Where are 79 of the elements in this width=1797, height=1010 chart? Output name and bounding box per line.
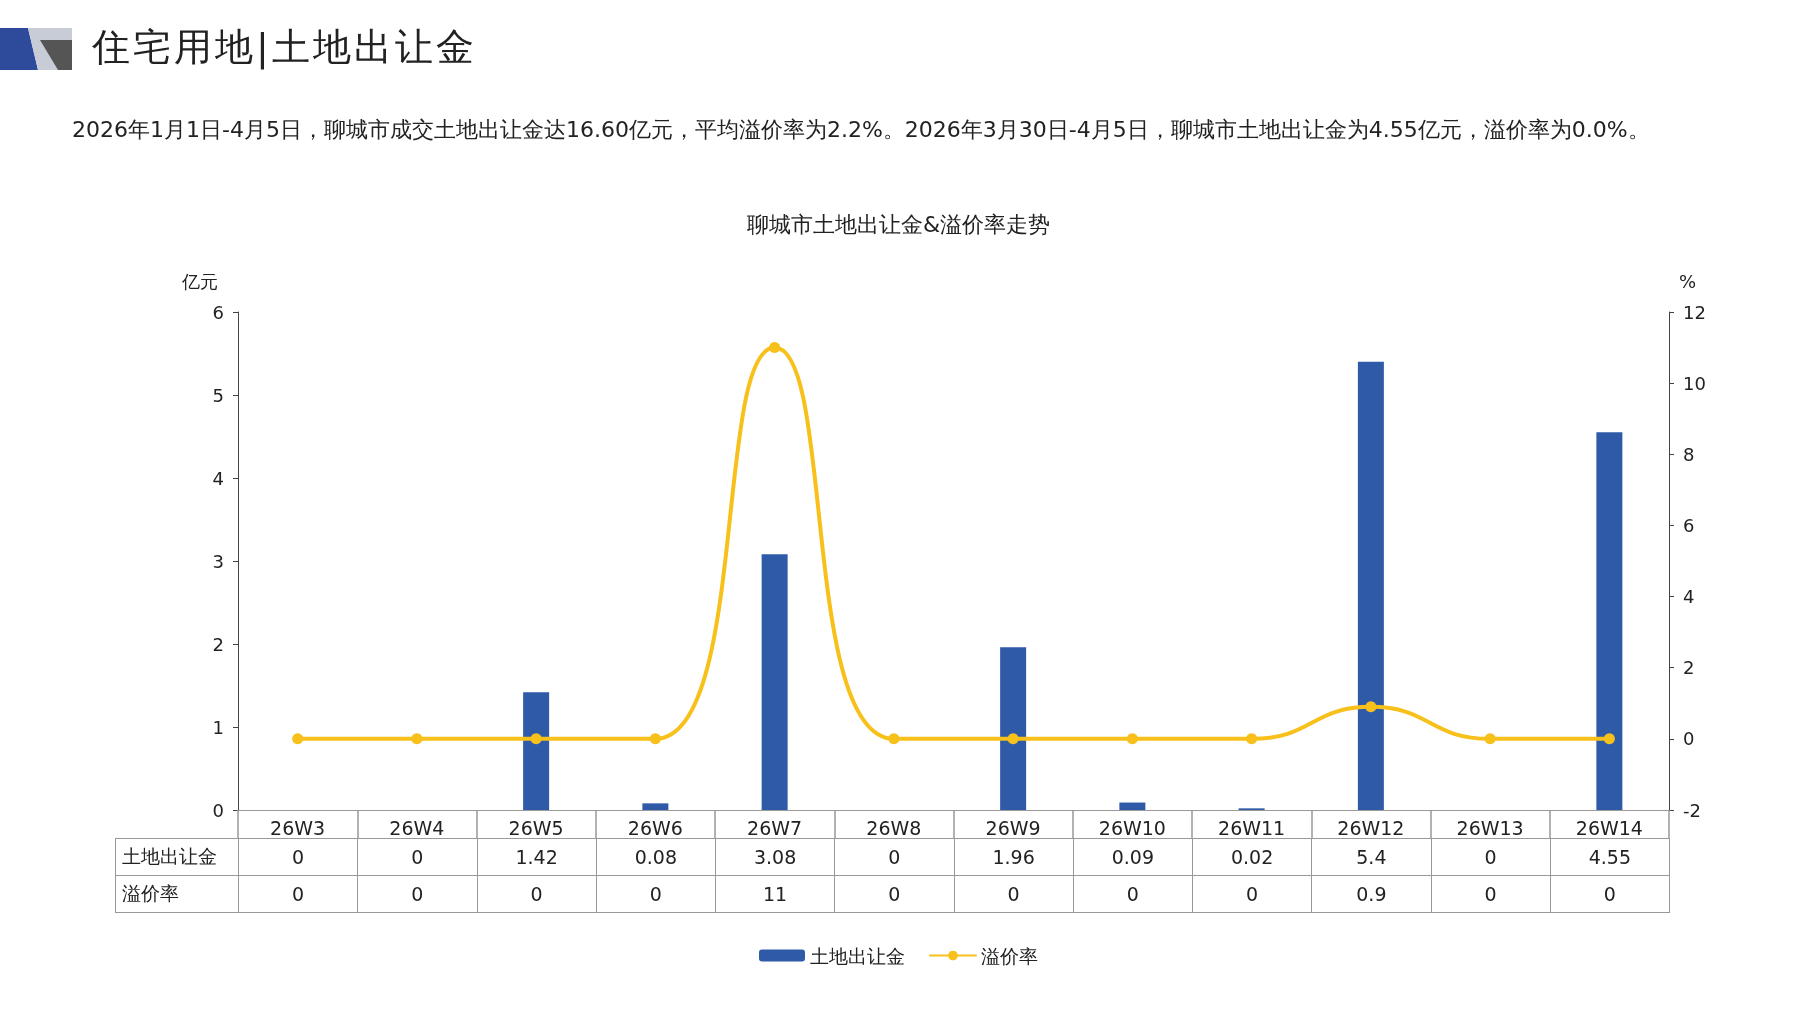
y2-axis-title: % bbox=[1679, 270, 1697, 292]
x-tick-label: 26W7 bbox=[747, 816, 803, 839]
y-tick-label: 1 bbox=[212, 716, 224, 738]
x-tick-label: 26W11 bbox=[1218, 816, 1286, 839]
point bbox=[1365, 701, 1377, 713]
point bbox=[1007, 733, 1019, 745]
y-tick-label: 4 bbox=[212, 467, 224, 489]
point bbox=[769, 342, 781, 354]
y-tick-label: 2 bbox=[212, 633, 224, 655]
y-tick-label: 5 bbox=[212, 384, 224, 406]
x-tick-label: 26W6 bbox=[627, 816, 683, 839]
x-tick-label: 26W14 bbox=[1575, 816, 1643, 839]
y-tick-label: 6 bbox=[212, 301, 224, 323]
data-label: 1.96 bbox=[954, 838, 1074, 876]
x-tick-label: 26W12 bbox=[1337, 816, 1405, 839]
data-label: 0 bbox=[238, 875, 358, 913]
text: 土地出让金 bbox=[122, 845, 217, 867]
data-label: 0 bbox=[1431, 875, 1551, 913]
point bbox=[1126, 733, 1138, 745]
y-tick-label: 0 bbox=[212, 799, 224, 821]
data-label: 5.4 bbox=[1311, 838, 1431, 876]
data-label: 11 bbox=[715, 875, 835, 913]
legend-label: 溢价率 bbox=[981, 944, 1038, 967]
point bbox=[292, 733, 304, 745]
chart-subtitle: 聊城市土地出让金&溢价率走势 bbox=[745, 211, 1052, 239]
data-label: 0 bbox=[477, 875, 597, 913]
data-label: 0 bbox=[1550, 875, 1670, 913]
data-label: 0.08 bbox=[596, 838, 716, 876]
data-label: 0 bbox=[834, 875, 954, 913]
data-label: 1.42 bbox=[477, 838, 597, 876]
bar bbox=[1596, 432, 1623, 810]
data-label: 0 bbox=[1431, 838, 1551, 876]
x-tick-label: 26W9 bbox=[985, 816, 1041, 839]
x-tick-label: 26W13 bbox=[1456, 816, 1524, 839]
data-label: 0 bbox=[357, 838, 477, 876]
x-tick-label: 26W4 bbox=[389, 816, 445, 839]
y-tick-label: 3 bbox=[212, 550, 224, 572]
x-tick-label: 26W10 bbox=[1098, 816, 1166, 839]
data-label: 0 bbox=[834, 838, 954, 876]
data-label: 0 bbox=[238, 838, 358, 876]
text: 溢价率 bbox=[122, 882, 179, 904]
bar bbox=[1000, 647, 1027, 810]
point bbox=[1246, 733, 1258, 745]
point bbox=[530, 733, 542, 745]
data-label: 0 bbox=[357, 875, 477, 913]
x-tick-label: 26W5 bbox=[508, 816, 564, 839]
bar bbox=[1357, 361, 1384, 810]
y2-tick-label: 12 bbox=[1683, 301, 1706, 323]
data-label: 3.08 bbox=[715, 838, 835, 876]
y2-tick-label: 2 bbox=[1683, 657, 1695, 679]
data-label: 0 bbox=[1073, 875, 1193, 913]
point bbox=[649, 733, 661, 745]
data-label: 0 bbox=[596, 875, 716, 913]
y2-tick-label: -2 bbox=[1683, 799, 1701, 821]
data-label: 0.02 bbox=[1192, 838, 1312, 876]
data-label: 0 bbox=[1192, 875, 1312, 913]
x-tick-label: 26W3 bbox=[270, 816, 326, 839]
bar bbox=[523, 692, 550, 810]
legend-label: 土地出让金 bbox=[810, 944, 905, 967]
x-tick-label: 26W8 bbox=[866, 816, 922, 839]
data-label: 4.55 bbox=[1550, 838, 1670, 876]
point bbox=[888, 733, 900, 745]
text: 2026年1月1日-4月5日，聊城市成交土地出让金达16.60亿元，平均溢价率为2.2%。2026年3月30日-4月5日，聊城市土地出让金为4.55亿元，溢价率为0.0%。 bbox=[72, 116, 1651, 144]
bar bbox=[761, 554, 788, 810]
data-label: 0 bbox=[954, 875, 1074, 913]
bar bbox=[1119, 802, 1146, 810]
bar bbox=[642, 803, 669, 810]
y2-tick-label: 0 bbox=[1683, 728, 1695, 750]
y2-tick-label: 4 bbox=[1683, 586, 1695, 608]
y-axis-title: 亿元 bbox=[181, 270, 218, 292]
y2-tick-label: 10 bbox=[1683, 372, 1706, 394]
point bbox=[1603, 733, 1615, 745]
chart-title: 住宅用地|土地出让金 bbox=[92, 24, 477, 72]
data-label: 0.09 bbox=[1073, 838, 1193, 876]
y2-tick-label: 8 bbox=[1683, 443, 1695, 465]
data-label: 0.9 bbox=[1311, 875, 1431, 913]
point bbox=[1484, 733, 1496, 745]
point bbox=[411, 733, 423, 745]
y2-tick-label: 6 bbox=[1683, 514, 1695, 536]
